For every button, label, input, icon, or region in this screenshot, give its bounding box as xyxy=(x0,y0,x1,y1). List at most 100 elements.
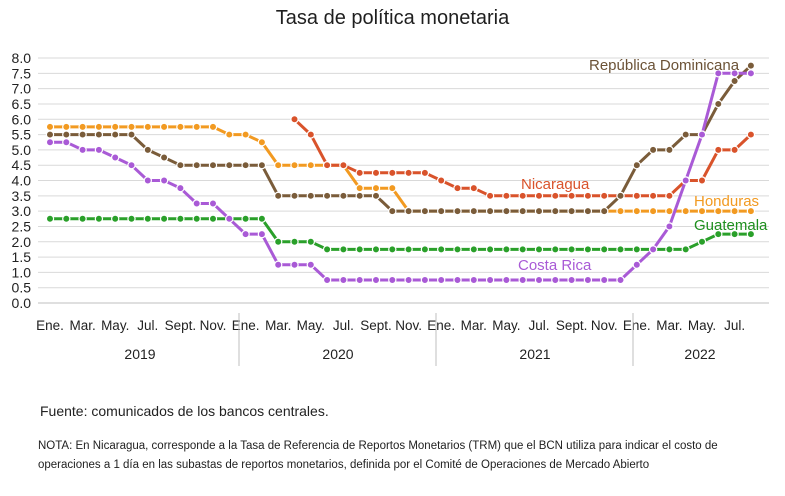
data-point xyxy=(45,214,55,223)
data-point xyxy=(192,122,201,132)
data-point xyxy=(600,191,609,201)
data-point xyxy=(159,153,169,162)
data-point xyxy=(485,191,495,201)
data-point xyxy=(502,245,511,254)
data-point xyxy=(453,206,462,216)
y-tick-label: 6.0 xyxy=(12,111,32,127)
data-point xyxy=(274,260,283,269)
data-point xyxy=(225,214,234,223)
data-point xyxy=(127,214,136,223)
data-point xyxy=(45,130,55,139)
data-point xyxy=(485,245,495,254)
data-point xyxy=(730,76,739,86)
data-point xyxy=(143,145,152,155)
data-point xyxy=(404,245,413,254)
data-point xyxy=(159,122,169,132)
data-point xyxy=(143,214,152,223)
x-tick-label: Nov. xyxy=(591,318,618,333)
year-label: 2021 xyxy=(519,346,550,362)
data-point xyxy=(632,206,642,216)
chart-title: Tasa de política monetaria xyxy=(275,7,510,29)
data-point xyxy=(714,206,723,216)
data-point xyxy=(453,245,462,254)
series-label-nicaragua: Nicaragua xyxy=(521,176,590,193)
x-tick-label: Mar. xyxy=(69,318,95,333)
data-point xyxy=(290,191,299,201)
data-point xyxy=(600,245,609,254)
data-point xyxy=(110,130,120,139)
y-tick-label: 4.0 xyxy=(12,173,32,189)
data-point xyxy=(62,214,71,223)
data-point xyxy=(78,145,87,155)
y-tick-label: 2.0 xyxy=(12,234,32,250)
data-point xyxy=(176,183,185,193)
y-axis: 0.00.51.01.52.02.53.03.54.04.55.05.56.06… xyxy=(12,50,32,311)
data-point xyxy=(485,275,495,285)
data-point xyxy=(241,130,250,139)
data-point xyxy=(714,145,723,155)
data-point xyxy=(437,176,446,185)
data-point xyxy=(208,199,218,208)
data-point xyxy=(371,191,381,201)
data-point xyxy=(388,245,397,254)
x-tick-label: Jul. xyxy=(724,318,745,333)
y-tick-label: 7.5 xyxy=(12,65,32,81)
data-point xyxy=(665,245,674,254)
series-label-honduras: Honduras xyxy=(694,193,759,210)
y-tick-label: 5.0 xyxy=(12,142,32,158)
data-point xyxy=(388,183,397,193)
data-point xyxy=(241,214,250,223)
data-point xyxy=(420,245,430,254)
data-point xyxy=(110,153,120,162)
x-tick-label: Mar. xyxy=(265,318,291,333)
data-point xyxy=(648,245,658,254)
data-point xyxy=(746,130,756,139)
data-point xyxy=(225,130,234,139)
data-point xyxy=(192,214,201,223)
y-tick-label: 1.0 xyxy=(12,264,32,280)
data-point xyxy=(257,160,267,170)
data-point xyxy=(551,206,560,216)
gridlines xyxy=(38,57,769,304)
x-tick-label: Sept. xyxy=(556,318,588,333)
data-point xyxy=(681,206,690,216)
x-tick-label: Sept. xyxy=(360,318,392,333)
y-tick-label: 4.5 xyxy=(12,157,32,173)
data-point xyxy=(518,191,527,201)
series-republica-dominicana xyxy=(45,61,756,216)
data-point xyxy=(159,176,169,185)
series-lines xyxy=(45,61,756,285)
data-point xyxy=(534,191,544,201)
data-point xyxy=(176,160,185,170)
data-point xyxy=(730,229,739,239)
x-tick-label: Jul. xyxy=(137,318,158,333)
x-tick-label: Mar. xyxy=(461,318,487,333)
data-point xyxy=(62,138,71,147)
data-point xyxy=(241,160,250,170)
data-point xyxy=(94,214,104,223)
source-note: Fuente: comunicados de los bancos centra… xyxy=(40,403,329,419)
data-point xyxy=(339,275,348,285)
data-point xyxy=(404,168,413,178)
data-point xyxy=(665,206,674,216)
data-point xyxy=(62,122,71,132)
data-point xyxy=(208,122,218,132)
series-honduras xyxy=(45,122,756,216)
data-point xyxy=(534,275,544,285)
series-costa-rica xyxy=(45,69,756,285)
data-point xyxy=(600,275,609,285)
x-tick-label: Ene. xyxy=(623,318,651,333)
data-point xyxy=(192,160,201,170)
data-point xyxy=(127,130,136,139)
data-point xyxy=(746,229,756,239)
series-guatemala xyxy=(45,214,756,254)
x-axis: Ene. Mar. May. Jul. Sept. Nov. Ene. Mar. May. Jul… xyxy=(36,302,769,366)
policy-rate-chart: 0.00.51.01.52.02.53.03.54.04.55.05.56.06… xyxy=(12,50,769,366)
data-point xyxy=(355,168,364,178)
data-point xyxy=(322,191,332,201)
data-point xyxy=(290,115,299,124)
data-point xyxy=(616,191,625,201)
data-point xyxy=(371,245,381,254)
data-point xyxy=(453,183,462,193)
data-point xyxy=(697,206,707,216)
